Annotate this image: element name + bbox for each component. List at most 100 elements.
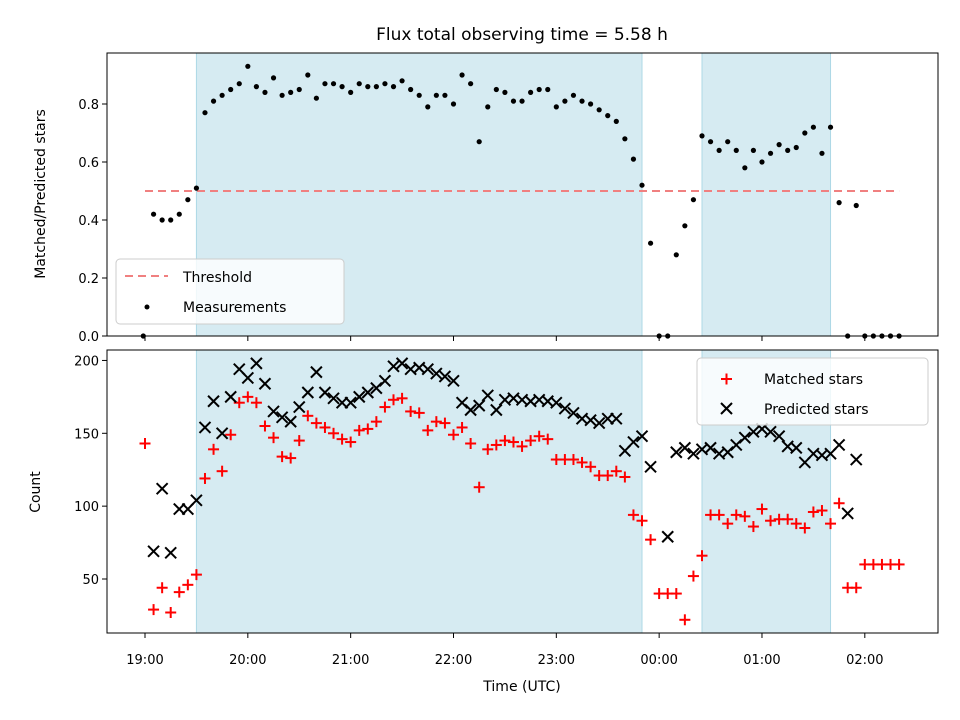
measurement-point: [390, 84, 397, 90]
measurement-point: [202, 110, 208, 116]
predicted-point: [747, 425, 760, 439]
measurement-point: [785, 147, 791, 153]
predicted-point: [155, 482, 169, 495]
measurement-point: [742, 165, 748, 171]
matched-point: [173, 586, 185, 598]
measurement-point: [587, 101, 594, 107]
measurement-point: [476, 139, 482, 145]
matched-point: [362, 423, 374, 435]
matched-point: [670, 588, 682, 600]
measurement-point: [322, 81, 328, 87]
bottom-y-axis-label: Count: [28, 471, 44, 513]
matched-point: [585, 461, 597, 473]
matched-point: [782, 513, 794, 525]
predicted-point: [490, 403, 503, 417]
matched-point: [850, 582, 862, 594]
predicted-point: [704, 441, 717, 455]
matched-point: [465, 437, 477, 449]
predicted-point: [670, 446, 683, 459]
measurement-point: [613, 118, 619, 124]
predicted-point: [215, 427, 229, 440]
matched-point: [790, 518, 802, 530]
bottom-y-tick-label: 150: [74, 427, 99, 442]
predicted-point: [678, 441, 692, 455]
predicted-point: [764, 425, 777, 439]
matched-point: [430, 416, 442, 428]
predicted-point: [567, 406, 580, 420]
top-y-tick-label: 0.6: [78, 156, 99, 171]
predicted-point: [378, 374, 392, 388]
matched-point: [525, 435, 537, 447]
measurement-point: [228, 86, 234, 93]
matched-point: [687, 570, 699, 582]
x-tick-label: 20:00: [229, 653, 266, 668]
predicted-point: [207, 395, 220, 408]
measurement-point: [450, 101, 457, 107]
measurement-point: [382, 81, 388, 87]
measurement-point: [750, 147, 757, 153]
predicted-point: [592, 416, 606, 430]
bottom-legend: Matched stars Predicted stars: [696, 357, 929, 426]
matched-point: [807, 506, 819, 518]
matched-point: [456, 421, 468, 433]
measurement-point: [733, 147, 739, 153]
predicted-point: [850, 453, 863, 466]
chart-title: Flux total observing time = 5.58 h: [376, 25, 668, 45]
matched-point: [602, 470, 614, 482]
measurement-point: [630, 156, 637, 162]
measurement-point: [767, 150, 774, 156]
measurement-point: [707, 139, 714, 145]
measurement-point: [605, 113, 611, 119]
matched-point: [825, 518, 837, 530]
matched-point: [490, 439, 502, 451]
measurement-point: [176, 211, 182, 217]
matched-point: [533, 430, 545, 442]
bottom-legend-box: [696, 357, 929, 426]
predicted-point: [841, 507, 854, 520]
predicted-point: [438, 370, 452, 383]
legend-predicted-label: Predicted stars: [764, 402, 869, 418]
measurement-point: [270, 75, 277, 81]
top-x-axis-ticks: [144, 336, 866, 341]
matched-point: [722, 518, 734, 530]
x-tick-label: 00:00: [640, 653, 677, 668]
measurement-point: [168, 217, 174, 223]
top-y-tick-label: 0.8: [78, 98, 99, 113]
predicted-point: [430, 367, 443, 380]
bottom-panel: 50 100 150 200 19:00 20:00 21:00 22:00 23:00 00:…: [28, 349, 939, 695]
matched-point: [208, 443, 220, 455]
measurement-point: [210, 98, 217, 104]
measurement-point: [459, 72, 465, 78]
matched-point: [816, 505, 828, 517]
predicted-point: [318, 386, 332, 399]
measurement-point: [545, 86, 551, 93]
matched-point: [507, 436, 519, 448]
predicted-point: [550, 396, 563, 409]
matched-point: [636, 515, 648, 527]
legend-threshold-label: Threshold: [182, 270, 252, 286]
matched-point: [422, 424, 434, 436]
measurement-point: [802, 130, 808, 136]
matched-point: [242, 391, 254, 403]
matched-point: [268, 432, 280, 444]
predicted-point: [481, 389, 494, 402]
matched-point: [542, 433, 554, 445]
matched-point: [165, 607, 177, 619]
measurement-point: [485, 104, 491, 110]
measurement-point: [159, 217, 165, 223]
matched-point: [216, 465, 228, 477]
measurement-point: [399, 78, 405, 84]
measurement-point: [150, 211, 157, 217]
matched-point: [482, 443, 494, 455]
x-tick-label: 23:00: [538, 653, 575, 668]
matched-point: [576, 456, 588, 468]
predicted-point: [353, 390, 366, 404]
predicted-point: [344, 396, 357, 409]
measurement-point: [596, 107, 602, 113]
predicted-point: [584, 413, 597, 427]
x-tick-label: 22:00: [435, 653, 472, 668]
measurement-point: [365, 84, 371, 90]
matched-point: [893, 558, 905, 570]
top-y-tick-label: 0.4: [78, 214, 99, 229]
